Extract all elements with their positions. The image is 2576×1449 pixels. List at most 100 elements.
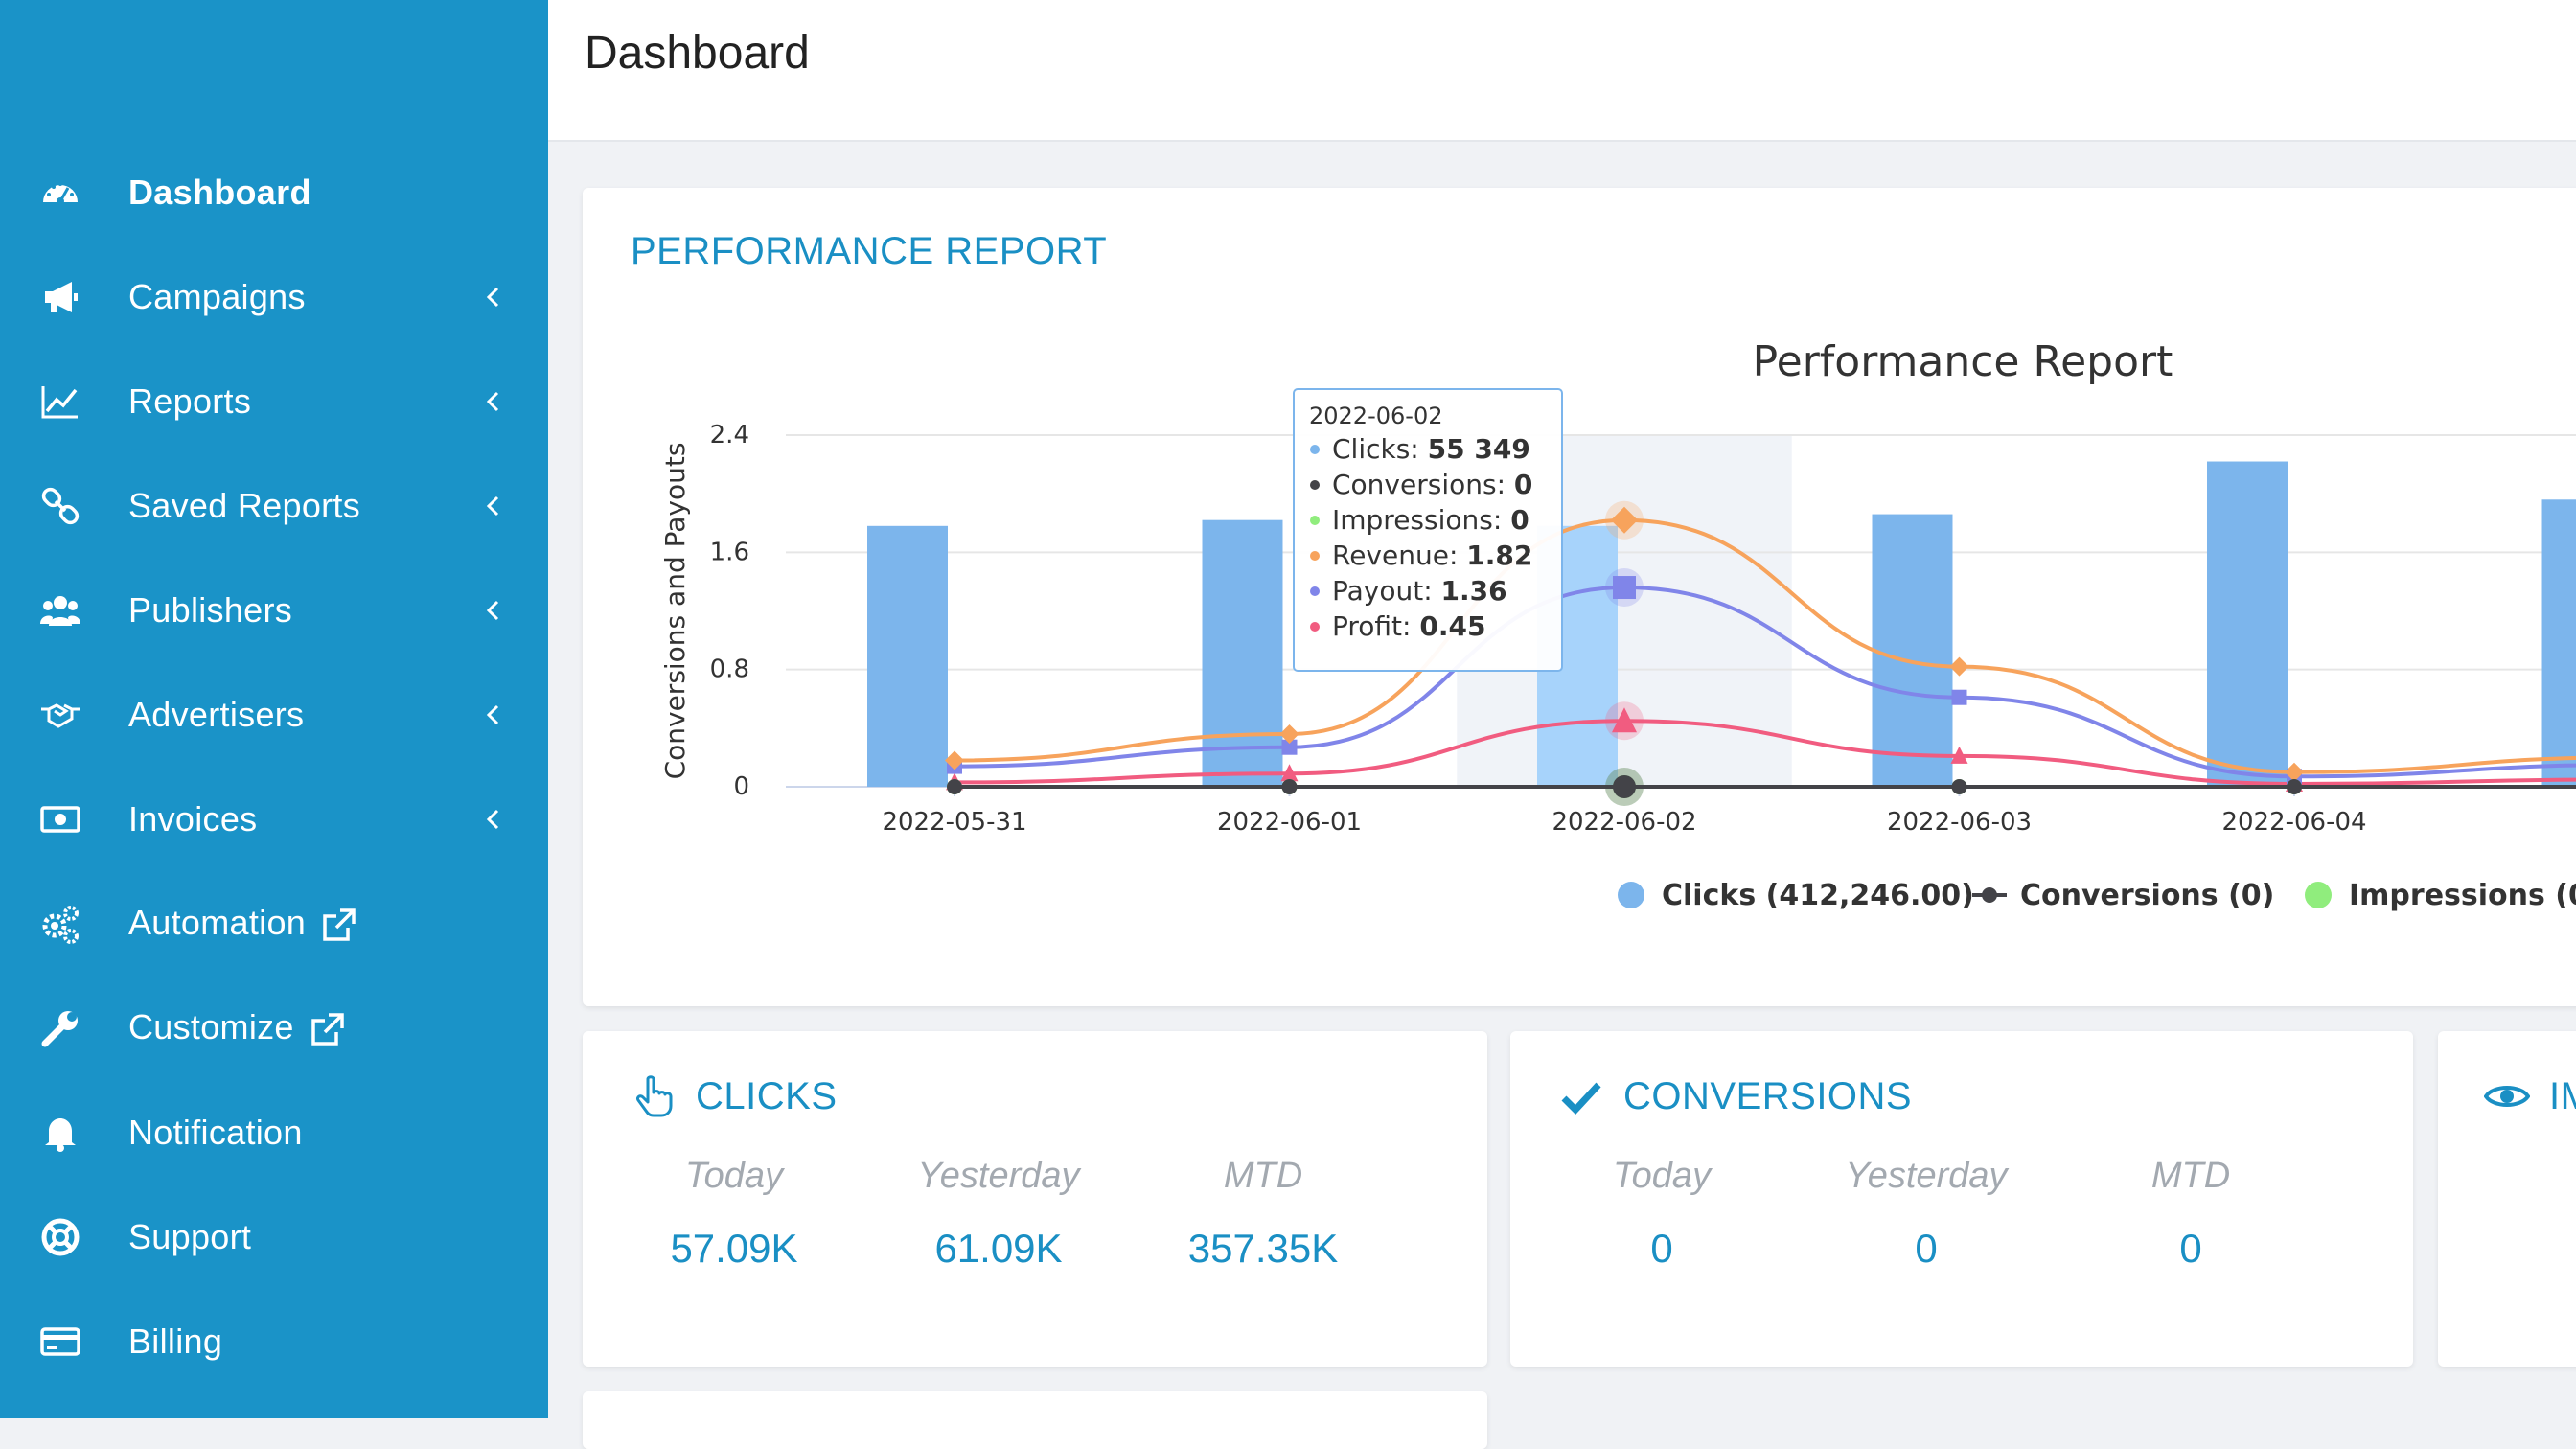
sidebar-item-reports[interactable]: Reports xyxy=(0,356,548,448)
sidebar-item-notification[interactable]: Notification xyxy=(0,1087,548,1179)
sidebar-item-campaigns[interactable]: Campaigns xyxy=(0,251,548,343)
tooltip-date: 2022-06-02 xyxy=(1309,402,1442,429)
tooltip-row-label: Profit: 0.45 xyxy=(1332,610,1485,642)
top-bar: Dashboard xyxy=(548,0,2576,142)
tooltip-row-value: 1.82 xyxy=(1466,540,1532,571)
stat-value: 61.09K xyxy=(866,1226,1131,1272)
conversions-stat-title: CONVERSIONS xyxy=(1623,1075,1912,1118)
chevron-left-icon xyxy=(479,283,508,311)
conversions-stat-header: CONVERSIONS xyxy=(1558,1073,1912,1119)
chevron-left-icon xyxy=(479,387,508,416)
clicks-stat-card: CLICKS Today 57.09K Yesterday 61.09K MTD… xyxy=(583,1031,1487,1367)
users-icon xyxy=(36,586,84,634)
pointer-hand-icon xyxy=(631,1073,677,1119)
legend-label: Impressions (0.00) xyxy=(2349,879,2576,912)
credit-card-icon xyxy=(36,1318,84,1366)
y-axis-label: Conversions and Payouts xyxy=(659,443,691,780)
stat-label: Yesterday xyxy=(866,1156,1131,1197)
tooltip-bullet xyxy=(1310,551,1320,561)
impressions-stat-header: IM xyxy=(2484,1073,2576,1119)
external-link-icon xyxy=(319,907,357,945)
chevron-left-icon xyxy=(479,701,508,729)
x-tick-label: 2022-06-04 xyxy=(2221,808,2366,837)
point xyxy=(947,779,962,794)
sidebar-item-label: Publishers xyxy=(128,590,292,631)
legend-label: Conversions (0) xyxy=(2020,879,2274,912)
point xyxy=(1952,779,1967,794)
link-icon xyxy=(36,482,84,530)
conversions-today: Today 0 xyxy=(1530,1156,1794,1272)
stat-label: MTD xyxy=(1131,1156,1395,1197)
clicks-today: Today 57.09K xyxy=(602,1156,866,1272)
wrench-icon xyxy=(36,1004,84,1052)
chevron-left-icon xyxy=(479,805,508,834)
checkmark-icon xyxy=(1558,1073,1604,1119)
conversions-mtd: MTD 0 xyxy=(2058,1156,2323,1272)
stat-label: Today xyxy=(1530,1156,1794,1197)
bar xyxy=(1873,515,1953,787)
legend-label: Clicks (412,246.00) xyxy=(1662,879,1974,912)
sidebar: Dashboard Campaigns Reports Saved Report… xyxy=(0,0,548,1418)
sidebar-item-label: Billing xyxy=(128,1322,222,1362)
life-ring-icon xyxy=(36,1213,84,1261)
x-tick-label: 2022-06-02 xyxy=(1552,808,1696,837)
point xyxy=(1613,576,1636,599)
sidebar-item-label: Support xyxy=(128,1217,251,1257)
tooltip-row-value: 0 xyxy=(1510,504,1529,536)
tooltip-row-value: 1.36 xyxy=(1441,575,1507,607)
tooltip-bullet xyxy=(1310,622,1320,632)
tooltip-row-label: Revenue: 1.82 xyxy=(1332,540,1532,571)
tooltip-row-value: 0.45 xyxy=(1419,610,1485,642)
sidebar-item-label: Saved Reports xyxy=(128,486,360,526)
bar xyxy=(2207,462,2288,787)
conversions-stat-card: CONVERSIONS Today 0 Yesterday 0 MTD 0 xyxy=(1510,1031,2413,1367)
stat-value: 357.35K xyxy=(1131,1226,1395,1272)
bar xyxy=(867,526,948,787)
page-title: Dashboard xyxy=(585,27,810,80)
sidebar-item-label: Campaigns xyxy=(128,277,306,317)
money-icon xyxy=(36,795,84,843)
chart-title: Performance Report xyxy=(1753,337,2174,386)
sidebar-item-customize[interactable]: Customize xyxy=(0,982,548,1074)
chevron-left-icon xyxy=(479,596,508,625)
tooltip-row-label: Payout: 1.36 xyxy=(1332,575,1507,607)
tooltip-bullet xyxy=(1310,516,1320,525)
tooltip-row-label: Impressions: 0 xyxy=(1332,504,1530,536)
tooltip-row-label: Conversions: 0 xyxy=(1332,469,1532,500)
sidebar-item-invoices[interactable]: Invoices xyxy=(0,773,548,865)
stat-value: 57.09K xyxy=(602,1226,866,1272)
sidebar-item-dashboard[interactable]: Dashboard xyxy=(0,147,548,239)
impressions-stat-card: IM xyxy=(2438,1031,2576,1367)
x-tick-label: 2022-05-31 xyxy=(882,808,1026,837)
sidebar-item-saved-reports[interactable]: Saved Reports xyxy=(0,460,548,552)
sidebar-item-label: Reports xyxy=(128,381,251,422)
sidebar-item-label: Notification xyxy=(128,1113,303,1153)
y-tick-label: 2.4 xyxy=(710,421,749,449)
y-tick-label: 0.8 xyxy=(710,656,749,684)
sidebar-item-publishers[interactable]: Publishers xyxy=(0,564,548,656)
clicks-mtd: MTD 357.35K xyxy=(1131,1156,1395,1272)
point xyxy=(2287,779,2302,794)
legend-marker xyxy=(1618,882,1644,908)
sidebar-item-billing[interactable]: Billing xyxy=(0,1296,548,1388)
stat-value: 0 xyxy=(1530,1226,1794,1272)
x-tick-label: 2022-06-01 xyxy=(1217,808,1362,837)
tooltip-row-value: 55 349 xyxy=(1428,433,1530,465)
sidebar-item-automation[interactable]: Automation xyxy=(0,878,548,970)
megaphone-icon xyxy=(36,273,84,321)
sidebar-item-label: Advertisers xyxy=(128,695,304,735)
impressions-stat-title: IM xyxy=(2549,1075,2576,1118)
legend-marker xyxy=(2305,882,2332,908)
sidebar-item-advertisers[interactable]: Advertisers xyxy=(0,669,548,761)
tooltip-row-value: 0 xyxy=(1514,469,1532,500)
clicks-yesterday: Yesterday 61.09K xyxy=(866,1156,1131,1272)
clicks-stat-title: CLICKS xyxy=(696,1075,838,1118)
sidebar-item-support[interactable]: Support xyxy=(0,1191,548,1283)
sidebar-item-label: Customize xyxy=(128,1007,346,1048)
x-tick-label: 2022-06-03 xyxy=(1887,808,2032,837)
sidebar-item-label: Dashboard xyxy=(128,172,311,213)
y-tick-label: 0 xyxy=(733,772,749,801)
sidebar-item-label: Automation xyxy=(128,903,357,944)
